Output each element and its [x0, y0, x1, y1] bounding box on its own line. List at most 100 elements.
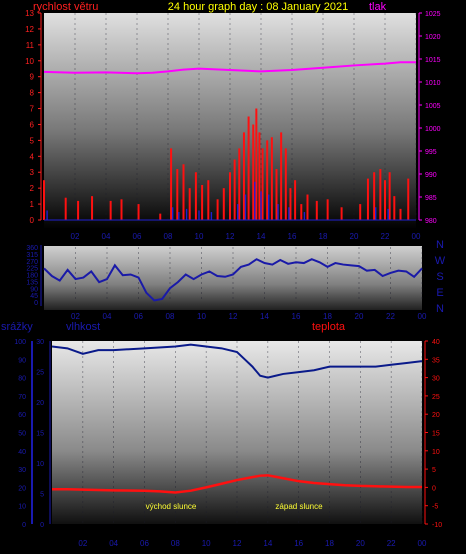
temperature-tick-label: -10	[432, 522, 442, 529]
wind-speed-tick-label: 0	[30, 216, 35, 225]
humidity-x-tick-label: 10	[202, 539, 211, 548]
humidity-x-tick-label: 22	[387, 539, 396, 548]
temperature-tick-label: 25	[432, 394, 440, 401]
temperature-tick-label: -5	[432, 504, 438, 511]
sunrise-annotation: východ slunce	[146, 502, 197, 511]
pressure-tick-label: 995	[425, 149, 437, 156]
wind-speed-tick-label: 5	[30, 136, 35, 145]
wind-x-tick-label: 00	[412, 232, 421, 241]
chart-title: 24 hour graph day : 08 January 2021	[168, 1, 348, 13]
pressure-tick-label: 985	[425, 195, 437, 202]
direction-tick-label: 0	[34, 300, 38, 307]
humidity-x-tick-label: 16	[294, 539, 303, 548]
direction-x-tick-label: 02	[71, 312, 80, 321]
compass-label: W	[435, 255, 446, 267]
direction-x-tick-label: 18	[323, 312, 332, 321]
humidity-tick-label: 20	[36, 400, 44, 407]
pressure-tick-label: 1025	[425, 11, 441, 18]
direction-tick-label: 45	[30, 293, 38, 300]
temperature-tick-label: 15	[432, 431, 440, 438]
pressure-tick-label: 1010	[425, 80, 441, 87]
precip-tick-label: 20	[18, 485, 26, 492]
precip-tick-label: 40	[18, 449, 26, 456]
temperature-axis-title: teplota	[312, 321, 346, 333]
temperature-tick-label: 10	[432, 449, 440, 456]
precip-tick-label: 50	[18, 431, 26, 438]
direction-x-tick-label: 14	[260, 312, 269, 321]
wind-x-tick-label: 16	[288, 232, 297, 241]
wind-x-tick-label: 06	[133, 232, 142, 241]
direction-x-tick-label: 00	[418, 312, 427, 321]
wind-speed-axis-title: rychlost větru	[33, 1, 98, 13]
direction-tick-label: 90	[30, 286, 38, 293]
wind-speed-tick-label: 6	[30, 120, 35, 129]
humidity-x-tick-label: 06	[140, 539, 149, 548]
humidity-tick-label: 0	[40, 522, 44, 529]
humidity-x-tick-label: 20	[356, 539, 365, 548]
wind-x-tick-label: 18	[319, 232, 328, 241]
direction-tick-label: 135	[26, 279, 38, 286]
humidity-x-tick-label: 18	[325, 539, 334, 548]
precip-tick-label: 0	[22, 522, 26, 529]
precip-tick-label: 90	[18, 357, 26, 364]
precip-tick-label: 70	[18, 394, 26, 401]
wind-speed-tick-label: 2	[30, 184, 35, 193]
direction-tick-label: 225	[26, 266, 38, 273]
wind-speed-tick-label: 1	[30, 200, 35, 209]
temperature-tick-label: 35	[432, 357, 440, 364]
humidity-tick-label: 15	[36, 431, 44, 438]
direction-x-tick-label: 20	[355, 312, 364, 321]
wind-speed-tick-label: 10	[25, 57, 34, 66]
wind-x-tick-label: 08	[164, 232, 173, 241]
temperature-tick-label: 0	[432, 485, 436, 492]
wind-direction-line	[43, 258, 423, 302]
sunset-annotation: západ slunce	[275, 502, 323, 511]
direction-x-tick-label: 08	[166, 312, 175, 321]
wind-x-tick-label: 20	[350, 232, 359, 241]
wind-speed-tick-label: 8	[30, 89, 35, 98]
temperature-tick-label: 40	[432, 339, 440, 346]
direction-tick-label: 360	[26, 245, 38, 252]
wind-x-tick-label: 22	[381, 232, 390, 241]
pressure-line	[43, 61, 416, 75]
direction-x-tick-label: 04	[103, 312, 112, 321]
direction-x-tick-label: 16	[292, 312, 301, 321]
compass-label: S	[436, 271, 443, 283]
precip-axis-title: srážky	[1, 321, 33, 333]
humidity-x-tick-label: 02	[78, 539, 87, 548]
wind-speed-tick-label: 3	[30, 168, 35, 177]
wind-x-tick-label: 14	[257, 232, 266, 241]
pressure-axis-title: tlak	[369, 1, 387, 13]
wind-speed-tick-label: 11	[26, 41, 35, 50]
compass-label: N	[436, 239, 444, 251]
humidity-tick-label: 30	[36, 339, 44, 346]
wind-x-tick-label: 10	[195, 232, 204, 241]
humidity-line	[51, 343, 423, 379]
temperature-tick-label: 30	[432, 376, 440, 383]
direction-tick-label: 315	[26, 252, 38, 259]
pressure-tick-label: 1005	[425, 103, 441, 110]
precip-tick-label: 30	[18, 467, 26, 474]
pressure-tick-label: 980	[425, 218, 437, 225]
temperature-tick-label: 5	[432, 467, 436, 474]
direction-tick-label: 180	[26, 273, 38, 280]
humidity-x-tick-label: 14	[263, 539, 272, 548]
humidity-x-tick-label: 12	[233, 539, 242, 548]
precip-tick-label: 80	[18, 376, 26, 383]
pressure-tick-label: 1015	[425, 57, 441, 64]
wind-speed-tick-label: 4	[30, 152, 35, 161]
temperature-tick-label: 20	[432, 412, 440, 419]
wind-speed-tick-label: 9	[30, 73, 35, 82]
wind-x-tick-label: 12	[226, 232, 235, 241]
pressure-tick-label: 990	[425, 172, 437, 179]
wind-speed-tick-label: 7	[30, 105, 35, 114]
pressure-tick-label: 1020	[425, 34, 441, 41]
precip-tick-label: 60	[18, 412, 26, 419]
humidity-x-tick-label: 00	[418, 539, 427, 548]
humidity-x-tick-label: 04	[109, 539, 118, 548]
direction-tick-label: 270	[26, 259, 38, 266]
series-wind-group	[44, 181, 416, 221]
direction-x-tick-label: 22	[386, 312, 395, 321]
wind-x-tick-label: 04	[102, 232, 111, 241]
